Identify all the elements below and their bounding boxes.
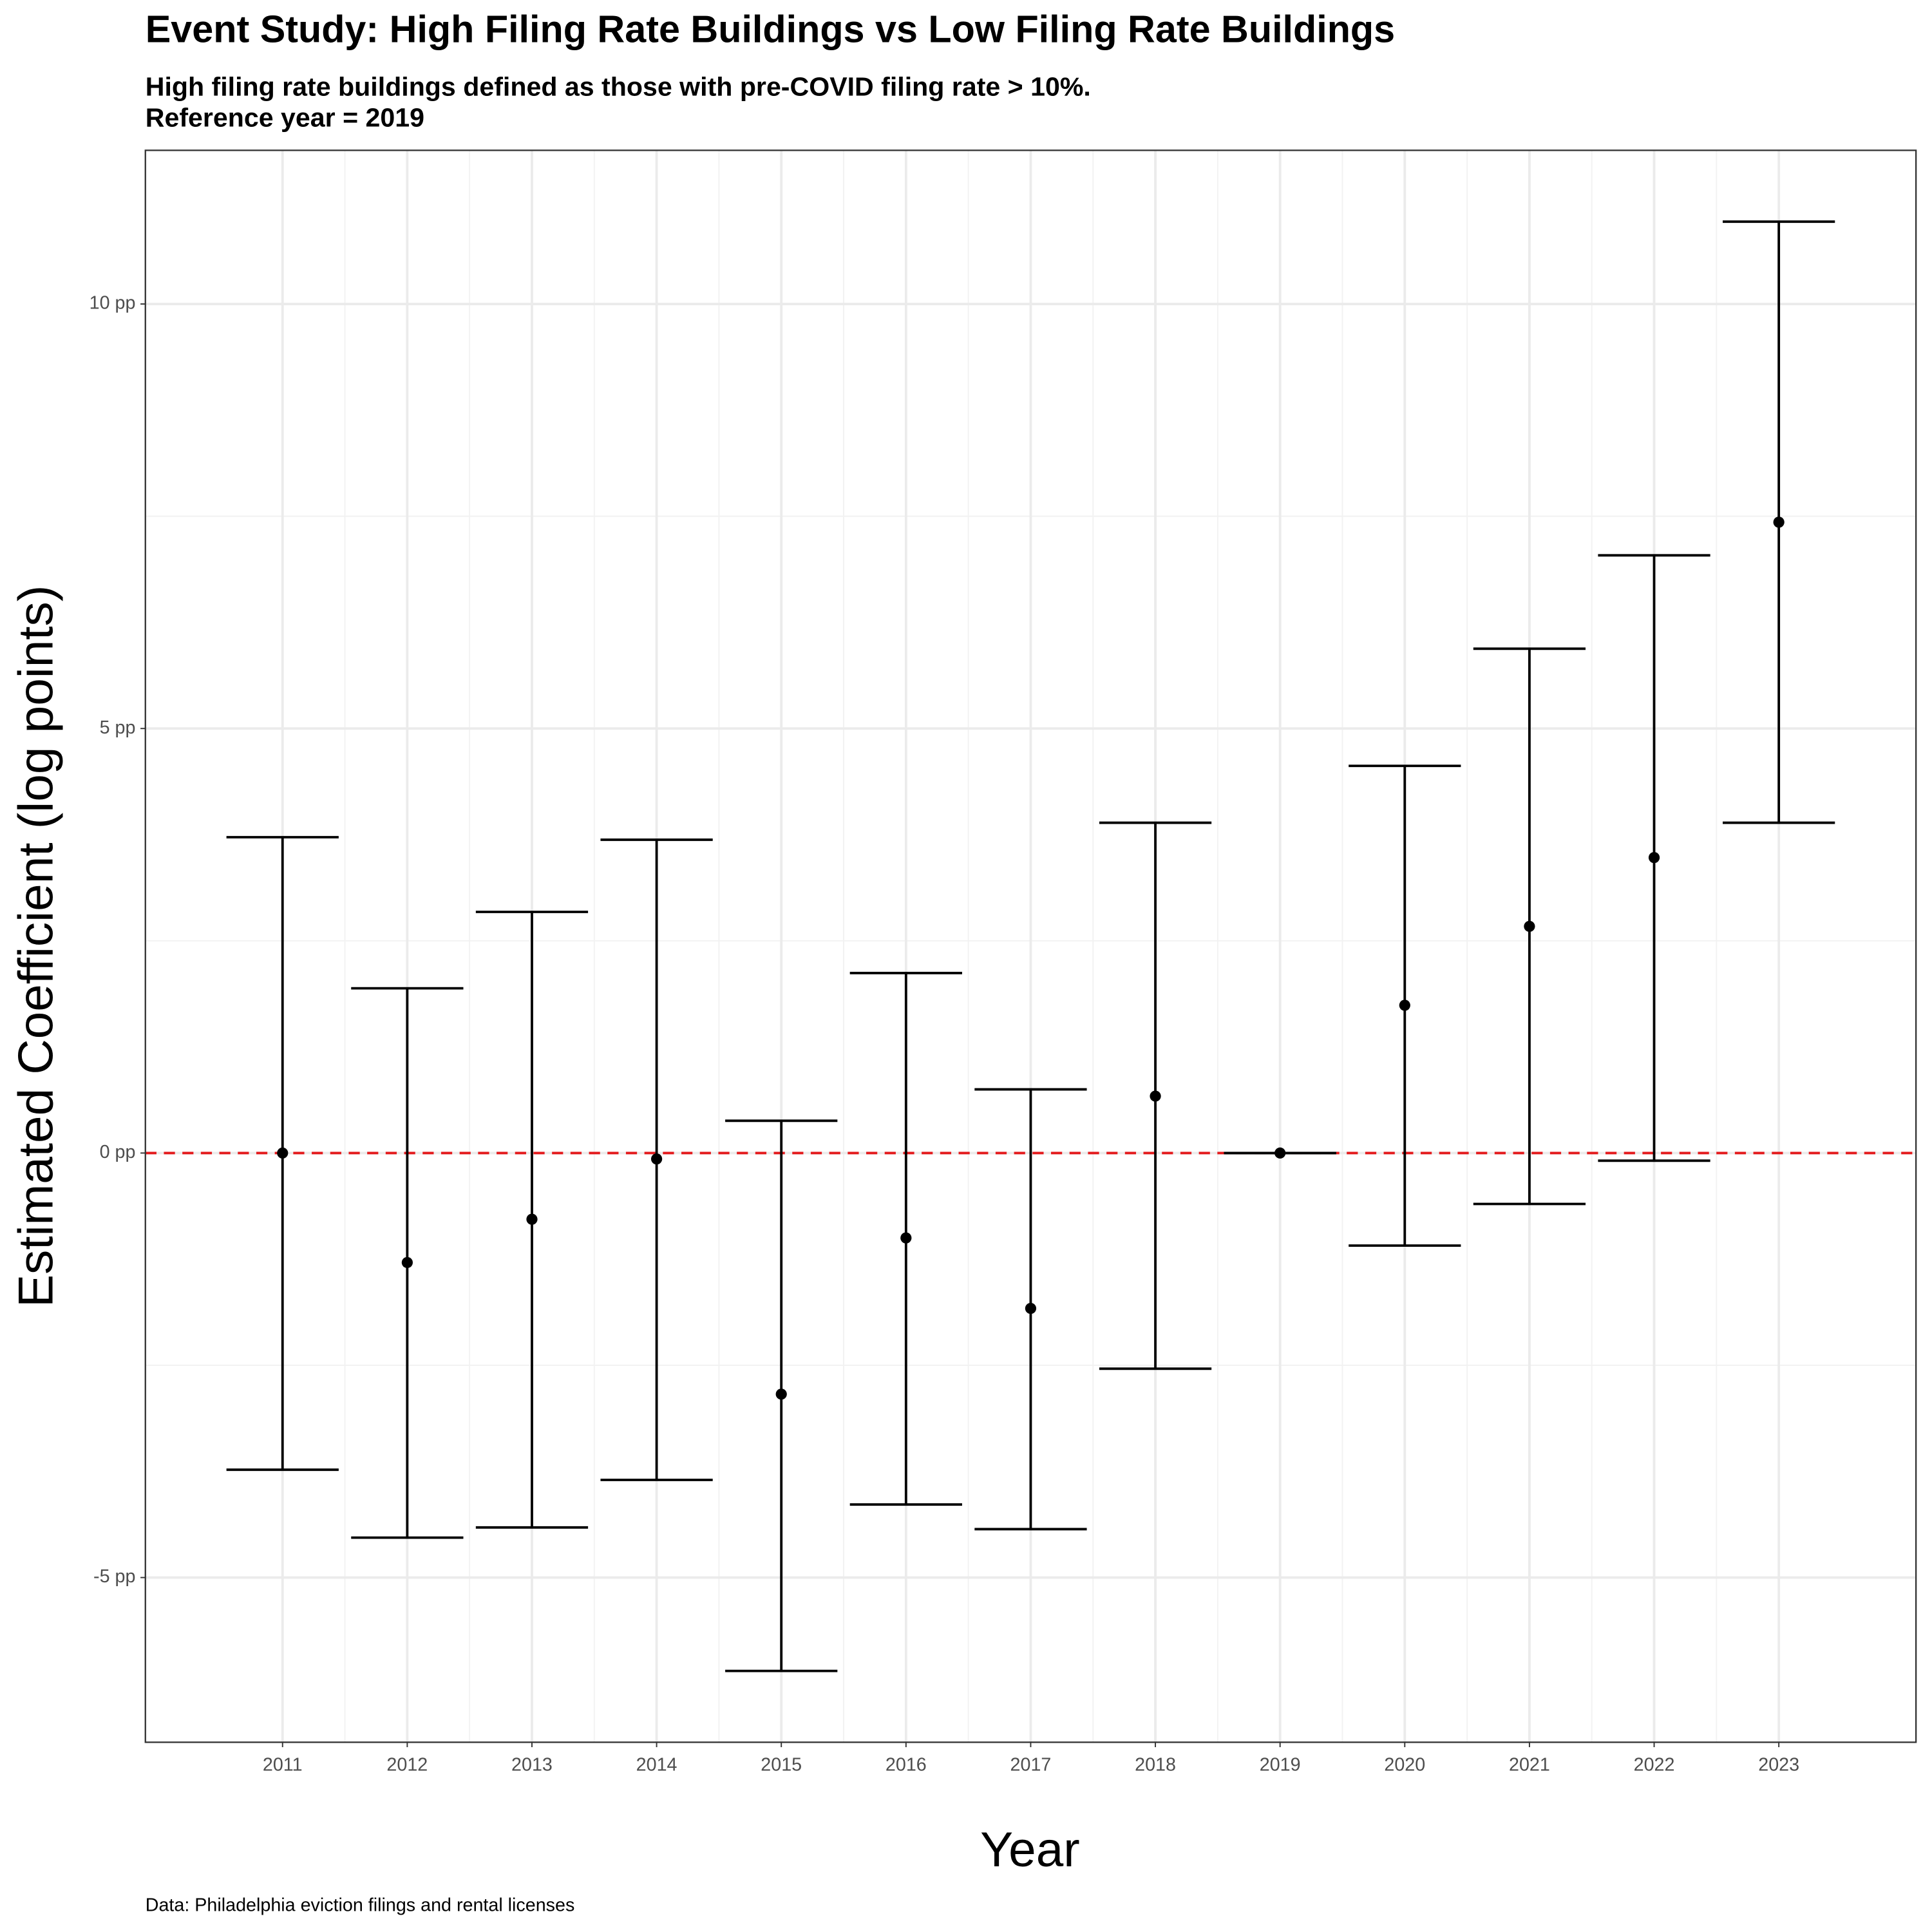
point (1150, 1090, 1161, 1102)
x-tick-label: 2020 (1384, 1754, 1425, 1775)
point (1773, 516, 1785, 528)
y-axis-title: Estimated Coefficient (log points) (8, 585, 63, 1307)
point (1648, 852, 1660, 864)
point (1025, 1303, 1037, 1314)
point (1399, 999, 1410, 1011)
x-tick-label: 2015 (761, 1754, 802, 1775)
caption: Data: Philadelphia eviction filings and … (146, 1895, 575, 1915)
chart-subtitle: High filing rate buildings defined as th… (146, 72, 1091, 102)
point (1274, 1147, 1286, 1159)
x-tick-label: 2011 (263, 1754, 303, 1775)
x-tick-label: 2023 (1758, 1754, 1799, 1775)
point (277, 1147, 289, 1159)
y-tick-label: 0 pp (100, 1142, 136, 1162)
y-tick-label: 5 pp (100, 717, 136, 738)
x-tick-label: 2017 (1010, 1754, 1052, 1775)
x-tick-label: 2013 (511, 1754, 553, 1775)
point (900, 1232, 912, 1244)
x-tick-label: 2021 (1509, 1754, 1550, 1775)
point (401, 1256, 413, 1269)
y-tick-label: -5 pp (93, 1566, 135, 1587)
chart-subtitle: Reference year = 2019 (146, 102, 424, 132)
x-tick-label: 2022 (1634, 1754, 1675, 1775)
x-tick-label: 2014 (636, 1754, 677, 1775)
chart-title: Event Study: High Filing Rate Buildings … (146, 7, 1395, 50)
y-tick-label: 10 pp (90, 293, 136, 314)
point (775, 1388, 787, 1400)
x-tick-label: 2019 (1260, 1754, 1301, 1775)
x-tick-label: 2016 (886, 1754, 927, 1775)
panel-border (144, 149, 1917, 1743)
point (650, 1153, 663, 1165)
point (1524, 920, 1535, 933)
point (526, 1213, 538, 1225)
x-tick-label: 2018 (1135, 1754, 1176, 1775)
x-tick-label: 2012 (386, 1754, 428, 1775)
x-axis-title: Year (980, 1823, 1080, 1877)
